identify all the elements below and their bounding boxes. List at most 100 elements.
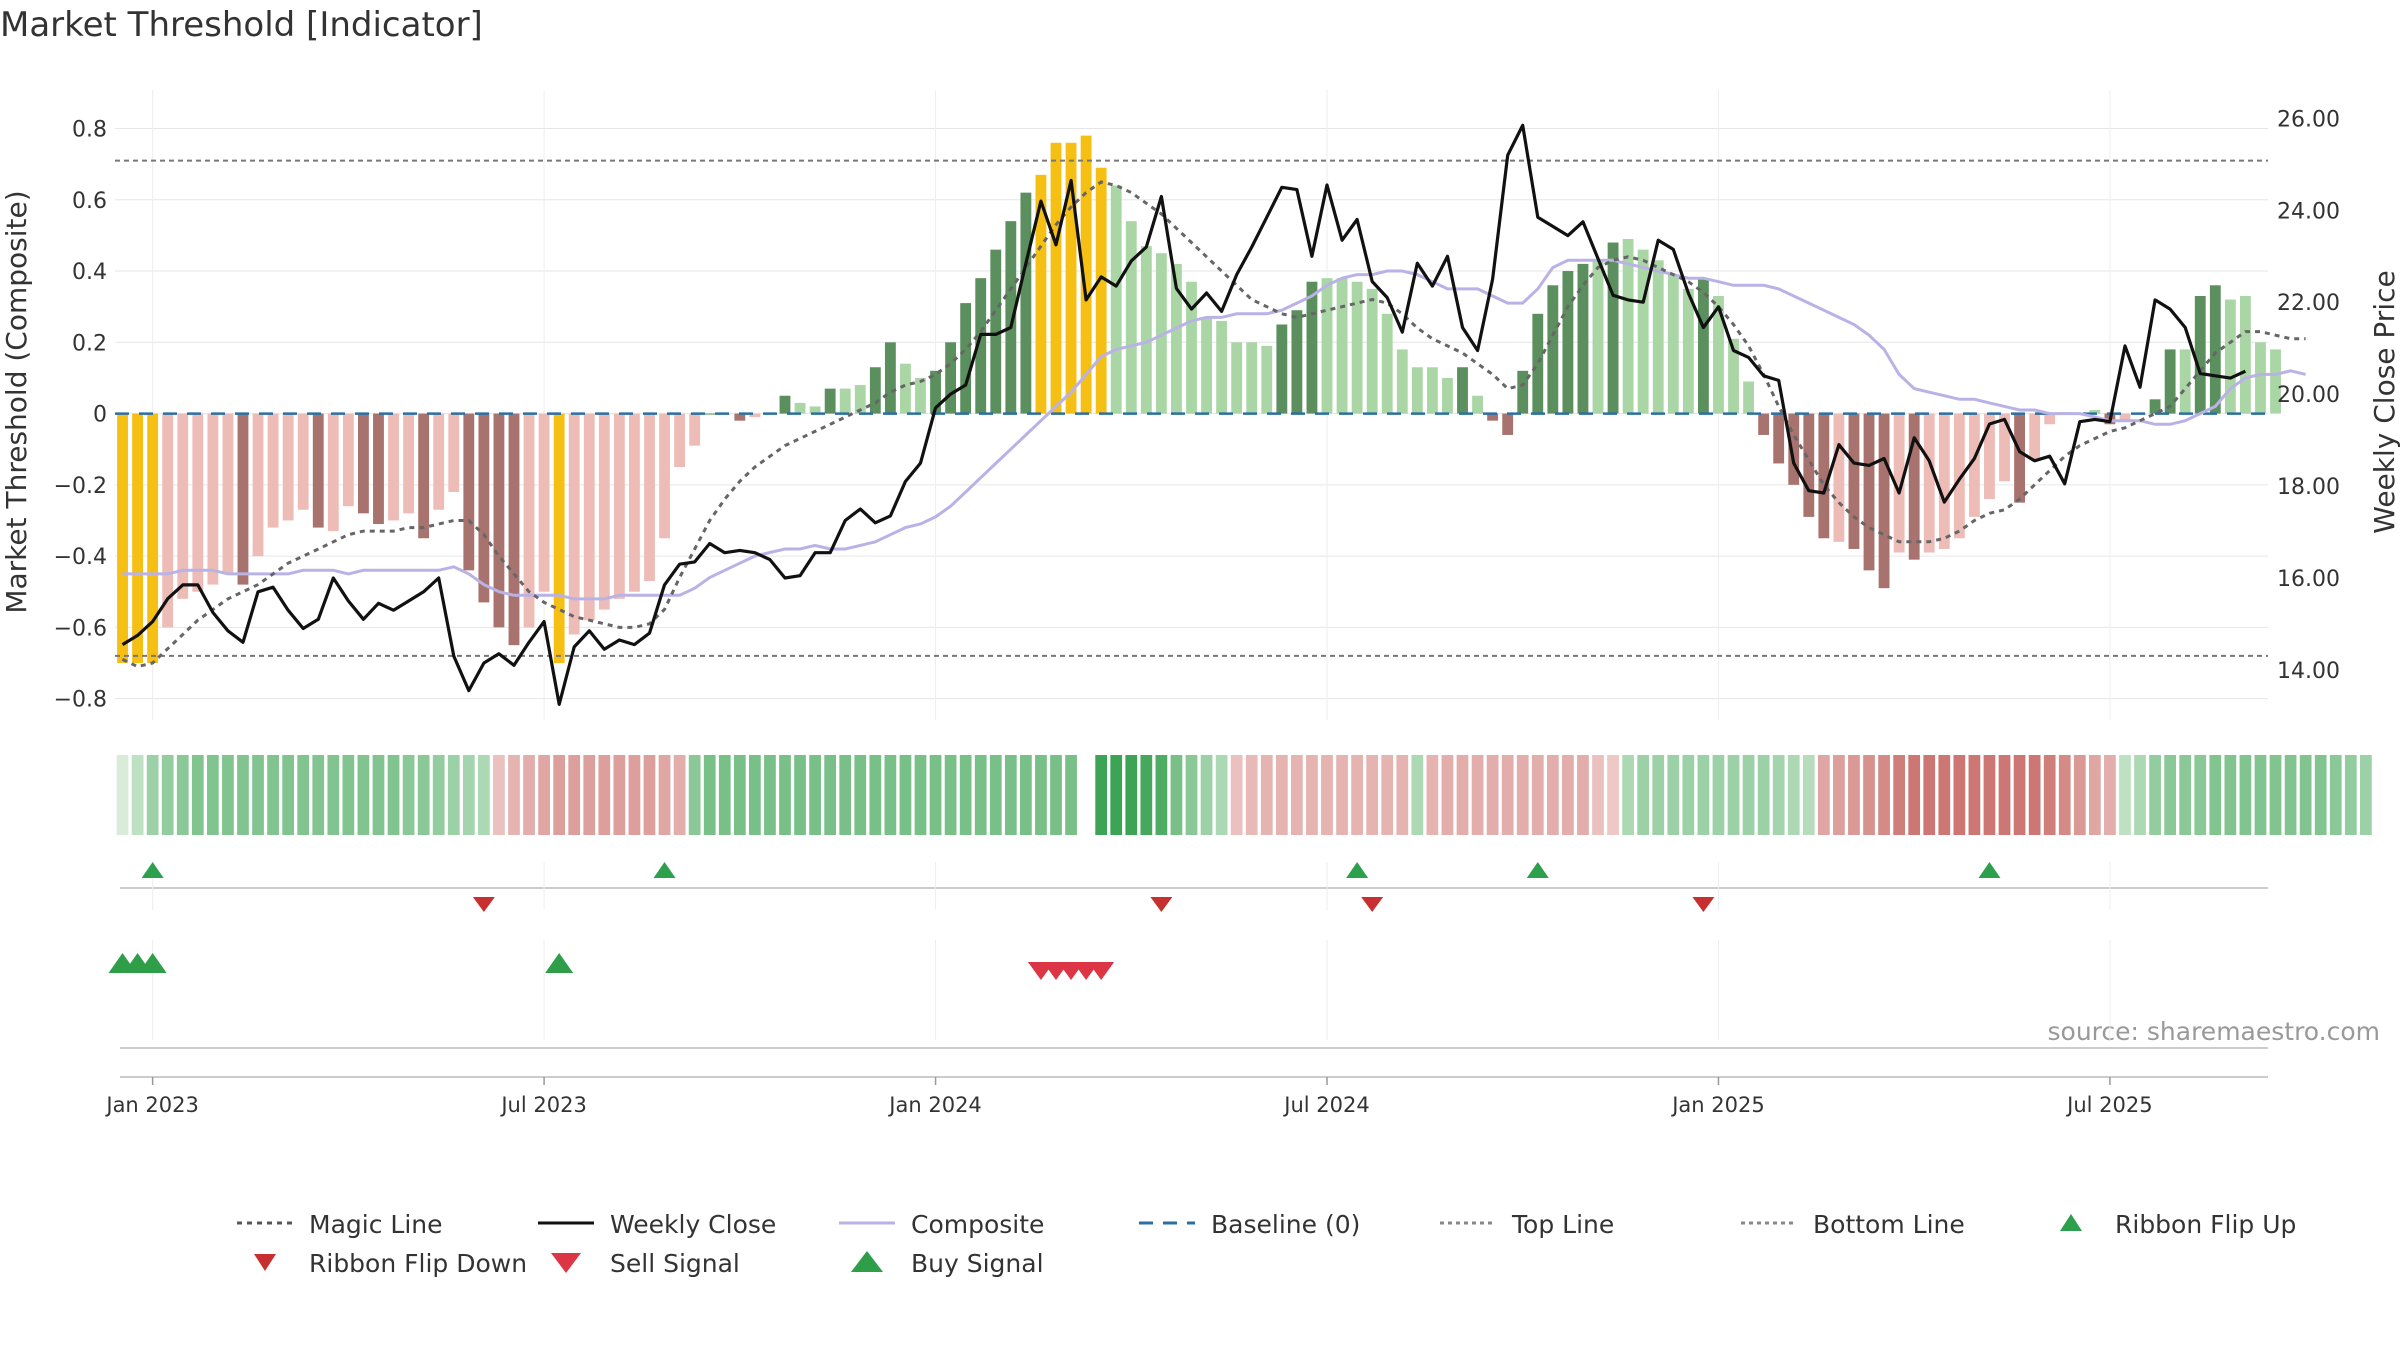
ribbon-cell bbox=[161, 755, 174, 835]
composite-bar bbox=[1366, 288, 1378, 414]
composite-bar bbox=[1080, 135, 1092, 414]
y-tick-label: 0.4 bbox=[72, 260, 107, 285]
ribbon-cell bbox=[447, 755, 460, 835]
ribbon-cell bbox=[1983, 755, 1996, 835]
ribbon-cell bbox=[1637, 755, 1650, 835]
composite-bar bbox=[1186, 281, 1197, 414]
ribbon-cell bbox=[252, 755, 264, 835]
ribbon-cell bbox=[523, 755, 535, 835]
y2-tick-label: 24.00 bbox=[2277, 199, 2340, 224]
weekly-close-line bbox=[121, 123, 2247, 706]
composite-bar bbox=[1502, 413, 1514, 435]
legend-item: Top Line bbox=[1440, 1210, 1614, 1239]
ribbon-cell bbox=[2344, 755, 2357, 835]
ribbon-cell bbox=[959, 755, 972, 835]
composite-bar bbox=[629, 413, 640, 592]
ribbon-cell bbox=[1230, 755, 1243, 835]
composite-bar bbox=[267, 413, 279, 528]
ribbon-cell bbox=[2088, 755, 2101, 835]
ribbon-cell bbox=[733, 755, 746, 835]
composite-bar bbox=[1968, 413, 1980, 517]
ribbon-cell bbox=[1275, 755, 1288, 835]
legend-label: Composite bbox=[911, 1210, 1044, 1239]
legend-item: Baseline (0) bbox=[1139, 1210, 1360, 1239]
composite-bar bbox=[1682, 288, 1694, 414]
composite-bar bbox=[1110, 185, 1122, 414]
composite-bar bbox=[854, 385, 866, 414]
ribbon-cell bbox=[2329, 755, 2342, 835]
ribbon-flip-up-marker bbox=[1346, 862, 1369, 878]
ribbon-cell bbox=[1802, 755, 1815, 835]
y2-tick-label: 14.00 bbox=[2277, 659, 2340, 684]
y2-tick-label: 26.00 bbox=[2277, 107, 2340, 132]
composite-bar bbox=[478, 413, 490, 603]
ribbon-cell bbox=[1697, 755, 1710, 835]
composite-bar bbox=[598, 413, 610, 610]
ribbon-cell bbox=[2269, 755, 2282, 835]
ribbon-cell bbox=[1878, 755, 1890, 835]
composite-bar bbox=[613, 413, 625, 599]
ribbon-cell bbox=[2058, 755, 2071, 835]
ribbon-cell bbox=[643, 755, 656, 835]
composite-bar bbox=[358, 413, 369, 514]
ribbon-flip-down-marker bbox=[1692, 897, 1715, 912]
x-tick-label: Jul 2025 bbox=[2065, 1093, 2152, 1117]
composite-bar bbox=[2119, 413, 2131, 421]
composite-bar bbox=[403, 413, 415, 514]
composite-bar bbox=[342, 413, 354, 507]
y-tick-label: 0.8 bbox=[72, 118, 107, 143]
ribbon-cell bbox=[794, 755, 806, 835]
composite-bar bbox=[1336, 278, 1348, 414]
legend-label: Top Line bbox=[1511, 1210, 1614, 1239]
ribbon-cell bbox=[1953, 755, 1966, 835]
y-tick-label: 0.6 bbox=[72, 189, 107, 214]
composite-bar bbox=[1517, 370, 1529, 414]
composite-bar bbox=[1171, 263, 1182, 414]
composite-bar bbox=[1125, 221, 1137, 414]
composite-bar bbox=[1803, 413, 1815, 517]
composite-bar bbox=[659, 413, 670, 539]
composite-bar bbox=[147, 413, 159, 663]
composite-bar bbox=[1351, 281, 1363, 414]
composite-bar bbox=[1999, 413, 2010, 482]
composite-bar bbox=[1562, 271, 1574, 414]
ribbon-cell bbox=[508, 755, 520, 835]
composite-bar bbox=[2270, 349, 2281, 414]
ribbon-cell bbox=[1065, 755, 1077, 835]
ribbon-flip-down-marker bbox=[1361, 897, 1384, 912]
composite-bar bbox=[1547, 285, 1559, 414]
x-tick-label: Jan 2025 bbox=[1670, 1093, 1765, 1117]
ribbon-cell bbox=[1426, 755, 1439, 835]
ribbon-cell bbox=[1757, 755, 1770, 835]
composite-bar bbox=[1652, 260, 1664, 414]
composite-bar bbox=[1622, 238, 1634, 414]
ribbon-cell bbox=[1622, 755, 1634, 835]
composite-bar bbox=[1878, 413, 1890, 589]
ribbon-cell bbox=[1004, 755, 1017, 835]
composite-bar bbox=[1095, 167, 1107, 414]
ribbon-cell bbox=[1863, 755, 1875, 835]
legend-item: Bottom Line bbox=[1741, 1210, 1965, 1239]
composite-bar bbox=[1667, 274, 1679, 414]
ribbon-cell bbox=[1050, 755, 1062, 835]
ribbon-cell bbox=[1787, 755, 1800, 835]
ribbon-cell bbox=[1742, 755, 1755, 835]
composite-bar bbox=[207, 413, 219, 585]
ribbon-cell bbox=[613, 755, 626, 835]
composite-bar bbox=[1231, 342, 1243, 414]
composite-bar bbox=[1216, 320, 1228, 414]
composite-bar bbox=[869, 367, 881, 414]
ribbon-cell bbox=[658, 755, 671, 835]
ribbon-cell bbox=[703, 755, 716, 835]
composite-bar bbox=[1697, 278, 1709, 414]
y2-tick-label: 16.00 bbox=[2277, 567, 2340, 592]
legend-item: Magic Line bbox=[237, 1210, 443, 1239]
composite-bar bbox=[779, 395, 791, 414]
ribbon-cell bbox=[237, 755, 249, 835]
ribbon-cell bbox=[974, 755, 987, 835]
ribbon-cell bbox=[1968, 755, 1981, 835]
composite-bar bbox=[2194, 295, 2206, 414]
ribbon-cell bbox=[1833, 755, 1845, 835]
ribbon-cell bbox=[1562, 755, 1574, 835]
